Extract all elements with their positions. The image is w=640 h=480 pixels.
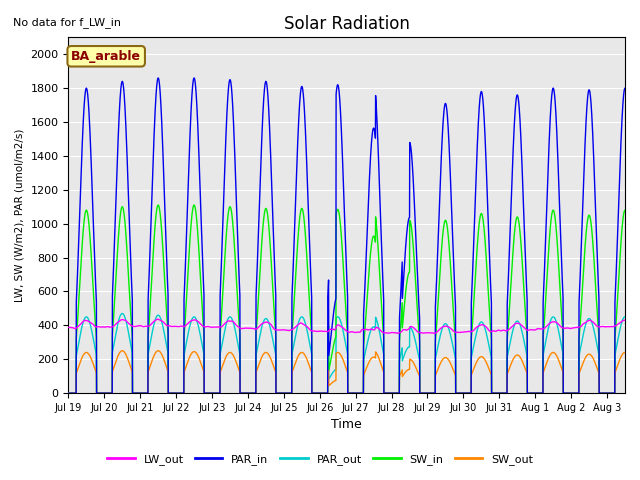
PAR_in <box>517 131 525 137</box>
SW_out <box>65 390 72 396</box>
PAR_out <box>65 390 72 396</box>
LW_out <box>639 323 640 329</box>
PAR_in <box>633 390 640 396</box>
SW_in <box>182 301 190 307</box>
PAR_in <box>480 114 488 120</box>
SW_in <box>154 202 162 208</box>
SW_out <box>633 390 640 396</box>
SW_out <box>517 355 525 361</box>
PAR_out <box>551 316 559 322</box>
PAR_in <box>182 246 190 252</box>
Line: SW_in: SW_in <box>68 205 640 393</box>
SW_in <box>517 237 525 243</box>
SW_out <box>551 351 559 357</box>
SW_in <box>639 390 640 396</box>
Title: Solar Radiation: Solar Radiation <box>284 15 410 33</box>
Text: No data for f_LW_in: No data for f_LW_in <box>13 17 121 28</box>
SW_out <box>154 348 162 354</box>
PAR_in <box>551 99 559 105</box>
PAR_out <box>517 324 525 330</box>
SW_in <box>480 226 488 231</box>
PAR_out <box>639 390 640 396</box>
LW_out <box>633 323 640 329</box>
PAR_in <box>429 390 437 396</box>
LW_out <box>481 323 488 328</box>
LW_out <box>154 316 161 322</box>
LW_out <box>517 322 525 327</box>
Y-axis label: LW, SW (W/m2), PAR (umol/m2/s): LW, SW (W/m2), PAR (umol/m2/s) <box>15 129 25 302</box>
PAR_in <box>190 75 198 81</box>
SW_in <box>551 216 559 221</box>
Line: PAR_in: PAR_in <box>68 78 640 393</box>
Line: PAR_out: PAR_out <box>68 313 640 393</box>
LW_out <box>429 330 437 336</box>
LW_out <box>65 324 72 330</box>
LW_out <box>182 322 190 328</box>
LW_out <box>552 319 559 325</box>
SW_in <box>429 390 437 396</box>
PAR_in <box>639 390 640 396</box>
PAR_out <box>429 390 437 396</box>
PAR_out <box>182 341 190 347</box>
Text: BA_arable: BA_arable <box>71 50 141 63</box>
LW_out <box>430 330 438 336</box>
SW_out <box>429 390 437 396</box>
Legend: LW_out, PAR_in, PAR_out, SW_in, SW_out: LW_out, PAR_in, PAR_out, SW_in, SW_out <box>102 450 538 469</box>
SW_out <box>639 390 640 396</box>
PAR_out <box>118 311 126 316</box>
PAR_in <box>65 390 72 396</box>
PAR_out <box>480 323 488 328</box>
X-axis label: Time: Time <box>332 419 362 432</box>
PAR_out <box>633 390 640 396</box>
SW_in <box>633 390 640 396</box>
Line: SW_out: SW_out <box>68 351 640 393</box>
SW_in <box>65 390 72 396</box>
SW_out <box>480 356 488 361</box>
Line: LW_out: LW_out <box>68 319 640 333</box>
SW_out <box>182 363 190 369</box>
